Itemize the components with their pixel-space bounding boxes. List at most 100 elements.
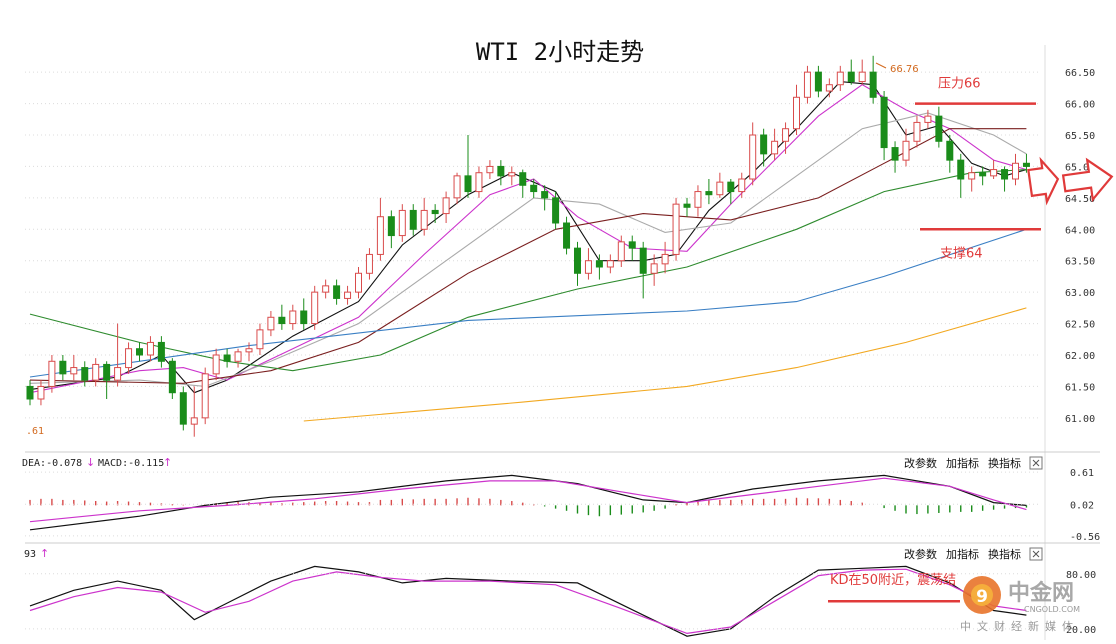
candle-body [519, 172, 527, 186]
candle-body [278, 316, 286, 325]
candle-body [442, 197, 450, 215]
ma120-line [29, 228, 1027, 378]
macd-panel: DEA:-0.078 ↓ MACD:-0.115 ↑ 0.61 0.02 -0.56 [22, 456, 1100, 543]
price-tick-label: 64.50 [1065, 194, 1095, 205]
change-params-button[interactable]: 改参数 [904, 547, 937, 561]
candle-body [650, 263, 658, 274]
candle-body [267, 316, 275, 331]
candle-body [508, 172, 516, 177]
candle-body [869, 71, 877, 98]
candle-body [749, 134, 757, 180]
candle-body [803, 71, 811, 98]
candle-body [814, 71, 822, 92]
candle-body [125, 348, 133, 369]
kd-panel-menu: 改参数 加指标 换指标 [904, 547, 1043, 561]
kd-k-line [29, 565, 1027, 637]
candle-body [628, 241, 636, 249]
resistance-label: 压力66 [938, 77, 981, 92]
macd-lines [29, 474, 1027, 531]
candle-body [289, 310, 297, 325]
arrow-down-icon: ↓ [86, 456, 95, 469]
price-tick-label: 66.50 [1065, 68, 1095, 79]
cngold-logo-icon: 9 [963, 576, 1001, 614]
price-tick-label: 61.50 [1065, 382, 1095, 393]
price-tick-label: 64.00 [1065, 225, 1095, 236]
candle-body [694, 191, 702, 208]
candle-body [322, 285, 330, 293]
price-annotations: 压力66 支撑64 66.76 .61 [26, 62, 1114, 437]
candle-body [683, 203, 691, 208]
watermark-domain: CNGOLD.COM [1024, 605, 1080, 614]
macd-histogram [29, 497, 1028, 517]
candle-body [836, 71, 844, 86]
candle-body [552, 197, 560, 224]
candle-body [1022, 162, 1030, 167]
macd-dea-line [29, 477, 1027, 523]
candle-body [223, 354, 231, 362]
macd-legend: MACD:-0.115 [98, 458, 164, 469]
chart-title: WTI 2小时走势 [476, 38, 644, 66]
dea-legend: DEA:-0.078 [22, 458, 82, 469]
candle-body [300, 310, 308, 325]
candle-body [771, 140, 779, 155]
moving-average-lines [29, 81, 1027, 422]
candlestick-series [26, 55, 1030, 437]
switch-indicator-button[interactable]: 换指标 [988, 547, 1021, 561]
candle-body [146, 341, 154, 356]
candle-body [584, 260, 592, 274]
candle-body [606, 260, 614, 268]
candle-body [344, 291, 352, 299]
add-indicator-button[interactable]: 加指标 [946, 547, 979, 561]
candle-body [738, 178, 746, 193]
candle-body [661, 253, 669, 265]
ma60-line [29, 169, 1027, 372]
close-icon[interactable] [1029, 456, 1043, 470]
price-tick-label: 62.00 [1065, 351, 1095, 362]
ma5-line [29, 81, 1027, 394]
add-indicator-button[interactable]: 加指标 [946, 456, 979, 470]
candle-body [333, 285, 341, 299]
switch-indicator-button[interactable]: 换指标 [988, 456, 1021, 470]
change-params-button[interactable]: 改参数 [904, 456, 937, 470]
low-price-label: .61 [26, 426, 44, 437]
candle-body [760, 134, 768, 155]
candle-body [847, 71, 855, 83]
candle-body [92, 363, 100, 381]
candle-body [311, 291, 319, 325]
arrow-up-icon: ↑ [40, 547, 49, 560]
candle-body [431, 209, 439, 215]
double-right-arrow-icon [1027, 156, 1114, 206]
candle-body [913, 121, 921, 142]
macd-dif-line [29, 474, 1027, 531]
candle-body [70, 367, 78, 375]
watermark: 9 中金网 CNGOLD.COM 中文财经新媒体 [960, 576, 1080, 633]
arrow-up-icon: ↑ [163, 456, 172, 469]
candle-body [398, 209, 406, 237]
candle-body [990, 169, 998, 177]
macd-tick-label: -0.56 [1070, 532, 1100, 543]
candle-body [464, 175, 472, 193]
candle-body [716, 181, 724, 196]
support-label: 支撑64 [940, 246, 983, 261]
macd-tick-label: 0.02 [1070, 500, 1094, 511]
candle-body [420, 209, 428, 230]
panel-frames [25, 45, 1100, 640]
candle-body [935, 115, 943, 142]
candle-body [376, 216, 384, 255]
candle-body [639, 247, 647, 274]
candle-body [475, 172, 483, 193]
peak-pointer-icon [875, 62, 887, 69]
candle-body [157, 341, 165, 362]
candle-body [234, 351, 242, 362]
candle-body [365, 253, 373, 274]
svg-text:9: 9 [976, 587, 988, 607]
price-tick-label: 63.00 [1065, 288, 1095, 299]
candle-body [37, 385, 45, 400]
close-icon[interactable] [1029, 547, 1043, 561]
candle-body [530, 184, 538, 193]
candle-body [727, 181, 735, 193]
ma20-line [29, 112, 1027, 387]
kd-tick-label: 80.00 [1066, 570, 1096, 581]
candle-body [114, 367, 122, 381]
price-axis: 66.50 66.00 65.50 65.00 64.50 64.00 63.50 63.00… [1065, 68, 1095, 425]
